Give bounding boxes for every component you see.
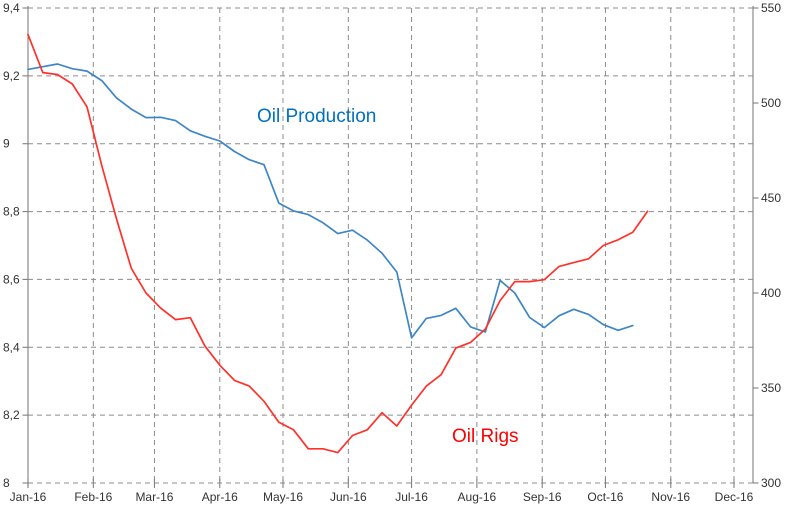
oil-production-series-label: Oil Production [257, 106, 377, 127]
oil-rigs-series-label: Oil Rigs [452, 426, 519, 447]
x-tick-label: Nov-16 [651, 490, 690, 504]
y-right-tick-label: 450 [761, 191, 781, 205]
y-left-tick-label: 8 [3, 476, 10, 490]
x-tick-label: Jan-16 [10, 490, 47, 504]
y-left-tick-label: 8,2 [3, 408, 20, 422]
x-tick-label: Sep-16 [523, 490, 562, 504]
x-tick-label: Oct-16 [587, 490, 623, 504]
x-tick-label: Aug-16 [458, 490, 497, 504]
x-tick-label: Jul-16 [395, 490, 428, 504]
oil-production-line [27, 63, 634, 339]
x-tick-label: Feb-16 [74, 490, 112, 504]
oil-rigs-line [27, 33, 649, 454]
x-tick-label: May-16 [263, 490, 303, 504]
x-tick-label: Dec-16 [715, 490, 754, 504]
y-left-tick-label: 8,4 [3, 340, 20, 354]
y-left-tick-label: 8,6 [3, 272, 20, 286]
x-tick-label: Mar-16 [135, 490, 173, 504]
y-left-tick-label: 9 [3, 137, 10, 151]
y-right-tick-label: 300 [761, 476, 781, 490]
y-right-tick-label: 550 [761, 1, 781, 15]
y-right-tick-label: 350 [761, 381, 781, 395]
y-left-tick-label: 8,8 [3, 205, 20, 219]
x-tick-label: Apr-16 [202, 490, 238, 504]
x-tick-label: Jun-16 [330, 490, 367, 504]
y-right-tick-label: 400 [761, 286, 781, 300]
y-right-tick-label: 500 [761, 96, 781, 110]
y-left-tick-label: 9,2 [3, 69, 20, 83]
y-left-tick-label: 9,4 [3, 1, 20, 15]
